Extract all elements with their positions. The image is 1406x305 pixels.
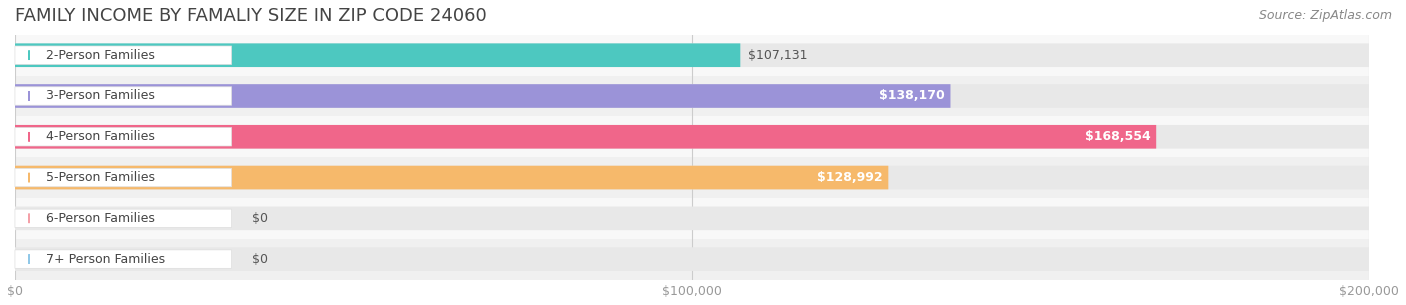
Text: 4-Person Families: 4-Person Families <box>46 130 155 143</box>
FancyBboxPatch shape <box>15 46 232 64</box>
Bar <box>15 198 1369 239</box>
Text: $0: $0 <box>252 212 269 225</box>
Text: 6-Person Families: 6-Person Families <box>46 212 155 225</box>
Text: 2-Person Families: 2-Person Families <box>46 49 155 62</box>
Bar <box>15 76 1369 117</box>
Text: $168,554: $168,554 <box>1085 130 1150 143</box>
FancyBboxPatch shape <box>15 168 232 187</box>
FancyBboxPatch shape <box>15 209 232 228</box>
FancyBboxPatch shape <box>15 43 741 67</box>
FancyBboxPatch shape <box>15 250 232 268</box>
Bar <box>15 239 1369 279</box>
Text: $138,170: $138,170 <box>879 89 945 102</box>
FancyBboxPatch shape <box>15 43 1369 67</box>
FancyBboxPatch shape <box>15 166 889 189</box>
Text: FAMILY INCOME BY FAMALIY SIZE IN ZIP CODE 24060: FAMILY INCOME BY FAMALIY SIZE IN ZIP COD… <box>15 7 486 25</box>
Text: $0: $0 <box>252 253 269 266</box>
FancyBboxPatch shape <box>15 127 232 146</box>
Text: Source: ZipAtlas.com: Source: ZipAtlas.com <box>1258 9 1392 22</box>
FancyBboxPatch shape <box>15 84 1369 108</box>
Bar <box>15 117 1369 157</box>
FancyBboxPatch shape <box>15 87 232 105</box>
FancyBboxPatch shape <box>15 84 950 108</box>
Text: $128,992: $128,992 <box>817 171 883 184</box>
Text: 3-Person Families: 3-Person Families <box>46 89 155 102</box>
Bar <box>15 35 1369 76</box>
FancyBboxPatch shape <box>15 206 1369 230</box>
FancyBboxPatch shape <box>15 125 1369 149</box>
FancyBboxPatch shape <box>15 125 1156 149</box>
FancyBboxPatch shape <box>15 247 1369 271</box>
Bar <box>15 157 1369 198</box>
FancyBboxPatch shape <box>15 166 1369 189</box>
Text: 5-Person Families: 5-Person Families <box>46 171 155 184</box>
Text: $107,131: $107,131 <box>748 49 808 62</box>
Text: 7+ Person Families: 7+ Person Families <box>46 253 166 266</box>
